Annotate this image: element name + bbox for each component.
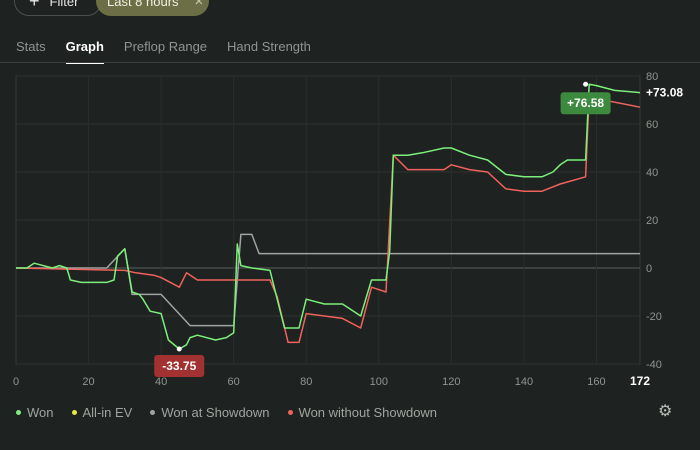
close-icon[interactable]: × [194,0,204,10]
x-tick-label: 100 [370,376,388,388]
legend-item-won[interactable]: Won [16,405,54,420]
x-tick-label: 80 [300,376,312,388]
x-tick-label: 140 [515,376,533,388]
series-line-won-without-showdown[interactable] [15,94,641,344]
filter-label: Filter [49,0,79,9]
extreme-point-marker [583,81,589,87]
x-tick-label: 120 [442,376,460,388]
value-callout-label: +76.58 [567,96,604,110]
tab-graph[interactable]: Graph [65,38,104,64]
legend-item-won-at-showdown[interactable]: Won at Showdown [150,405,270,420]
legend-label: Won at Showdown [161,405,270,420]
value-callout-box [154,355,205,377]
value-callout-label: -33.75 [162,359,196,373]
legend-label: All-in EV [82,405,133,420]
legend-label: Won without Showdown [298,405,438,420]
y-tick-label: 40 [646,167,658,179]
profit-graph[interactable]: 80 60 40 20 0 -20 -40 0 20 40 60 80 100 120 140 160 172 +… [0,0,700,400]
legend-item-all-in-ev[interactable]: All-in EV [71,405,133,420]
series-dot-icon [150,410,156,415]
plus-icon: + [29,0,40,11]
time-range-chip[interactable]: Last 8 hours × [96,0,209,16]
y-tick-label: 0 [646,263,652,275]
tab-divider [0,62,700,63]
x-tick-label: 0 [13,376,19,388]
y-tick-label: -20 [646,311,662,323]
x-max-label: 172 [630,374,650,388]
tab-hand-strength[interactable]: Hand Strength [227,39,311,54]
tab-stats[interactable]: Stats [16,39,46,54]
y-tick-label: 20 [646,215,658,227]
x-tick-label: 160 [587,376,605,388]
x-tick-label: 20 [82,376,94,388]
legend-label: Won [27,405,54,420]
y-tick-label: -40 [646,359,662,371]
series-dot-icon [71,410,77,415]
gear-icon[interactable]: ⚙ [658,403,673,420]
x-tick-label: 40 [155,376,167,388]
final-value-label: +73.08 [646,86,683,100]
chart-legend: Won All-in EV Won at Showdown Won withou… [16,405,437,420]
y-tick-label: 80 [646,71,658,83]
x-tick-label: 60 [228,376,240,388]
extreme-point-marker [176,346,182,352]
y-tick-label: 60 [646,119,658,131]
toolbar: + Filter Last 8 hours × [0,0,700,16]
legend-item-won-without-showdown[interactable]: Won without Showdown [287,405,438,420]
value-callout-box [560,92,611,115]
tab-preflop-range[interactable]: Preflop Range [123,39,208,54]
series-dot-icon [287,410,293,415]
series-dot-icon [16,410,21,415]
time-range-label: Last 8 hours [107,0,179,9]
tab-bar: Stats Graph Preflop Range Hand Strength [16,38,311,64]
series-line-won[interactable] [16,83,641,350]
series-line-won-at-showdown[interactable] [16,233,640,327]
